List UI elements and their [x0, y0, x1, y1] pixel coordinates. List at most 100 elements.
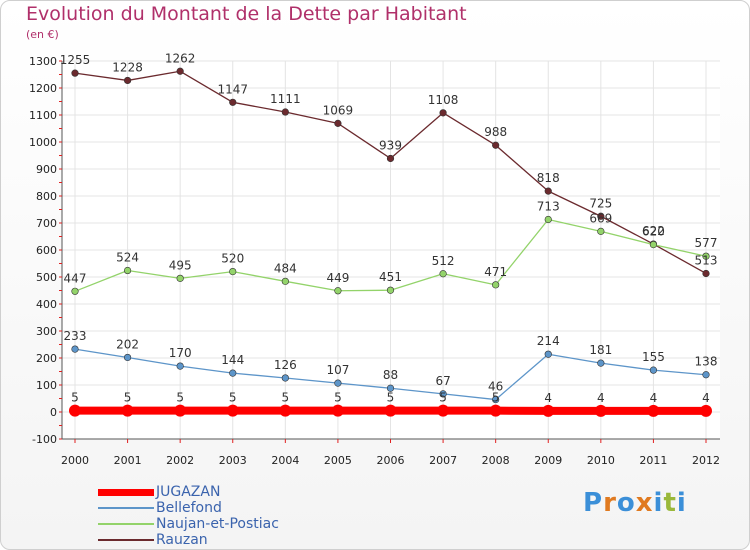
data-label: 620	[642, 225, 665, 239]
y-tick-label: 1000	[29, 136, 57, 149]
x-tick-label: 2009	[534, 454, 562, 467]
data-labels: 1255 1228 1262 1147 1111 1069 939 1108 988 818 725…	[60, 51, 718, 405]
data-point	[123, 76, 132, 85]
brand-letter: r	[603, 488, 617, 518]
data-label: 5	[124, 391, 132, 405]
legend-item: Rauzan	[98, 532, 279, 548]
data-label: 471	[484, 265, 507, 279]
data-point	[386, 286, 395, 294]
data-label: 144	[221, 353, 244, 367]
legend-item: Bellefond	[98, 500, 279, 516]
x-tick-label: 2002	[166, 454, 194, 467]
legend-swatch	[98, 507, 154, 509]
x-tick-label: 2011	[639, 454, 667, 467]
data-point	[544, 187, 552, 195]
data-label: 1111	[270, 92, 301, 106]
series-lines	[69, 67, 712, 417]
data-label: 939	[379, 138, 402, 152]
data-label: 484	[274, 261, 297, 275]
data-point	[334, 379, 342, 387]
legend-swatch	[98, 488, 154, 496]
legend-swatch	[98, 539, 154, 541]
data-label: 1108	[428, 93, 459, 107]
data-point	[492, 395, 500, 404]
data-label: 5	[229, 391, 237, 405]
data-point	[281, 277, 289, 285]
data-label: 513	[695, 253, 718, 267]
data-label: 46	[488, 380, 503, 394]
data-point	[492, 281, 500, 289]
data-point	[386, 384, 395, 392]
data-label: 451	[379, 270, 402, 284]
data-point	[176, 67, 184, 75]
axes: -100 0 100 200 300 400 500 600 700 800 900 1000 1100…	[29, 55, 720, 467]
data-label: 5	[334, 391, 342, 405]
data-label: 988	[484, 125, 507, 139]
data-point	[69, 404, 81, 417]
data-label: 4	[544, 391, 552, 405]
data-label: 669	[589, 211, 612, 225]
data-point	[174, 404, 187, 417]
data-point	[71, 345, 79, 353]
data-point	[544, 350, 552, 358]
y-tick-label: 100	[36, 379, 57, 392]
data-point	[489, 404, 502, 417]
legend: JUGAZAN Bellefond Naujan-et-Postiac Rauzan	[98, 484, 279, 548]
data-label: 1147	[217, 82, 248, 96]
data-label: 1262	[165, 51, 196, 65]
data-point	[281, 374, 289, 382]
legend-label: Rauzan	[156, 532, 208, 548]
data-point	[597, 227, 605, 235]
data-label: 1228	[112, 60, 143, 74]
data-label: 5	[439, 391, 447, 405]
legend-label: Naujan-et-Postiac	[156, 516, 279, 532]
data-label: 5	[176, 391, 184, 405]
data-label: 181	[589, 343, 612, 357]
data-point	[702, 252, 710, 260]
brand-letter: x	[635, 488, 654, 518]
data-label: 524	[116, 251, 139, 265]
data-point	[492, 141, 500, 149]
data-label: 818	[537, 171, 560, 185]
legend-item: JUGAZAN	[98, 484, 279, 500]
data-label: 4	[650, 391, 658, 405]
y-tick-label: 400	[36, 298, 57, 311]
data-point	[281, 108, 289, 116]
legend-swatch	[98, 523, 154, 525]
data-label: 5	[492, 391, 500, 405]
y-tick-label: 1100	[29, 109, 57, 122]
data-label: 4	[597, 391, 605, 405]
data-point	[597, 212, 605, 220]
data-point	[649, 366, 658, 374]
brand-letter: t	[663, 488, 677, 518]
data-label: 170	[169, 346, 192, 360]
data-point	[594, 404, 607, 417]
data-point	[544, 215, 552, 224]
y-tick-label: 900	[36, 163, 57, 176]
data-point	[439, 390, 447, 398]
y-tick-label: 300	[36, 325, 57, 338]
data-label: 202	[116, 337, 139, 351]
data-label: 447	[64, 271, 87, 285]
data-label: 495	[169, 258, 192, 272]
x-tick-label: 2000	[61, 454, 89, 467]
x-tick-label: 2006	[377, 454, 405, 467]
data-label: 107	[326, 363, 349, 377]
data-label: 233	[64, 329, 87, 343]
x-tick-label: 2005	[324, 454, 352, 467]
data-label: 4	[702, 391, 710, 405]
data-point	[176, 274, 184, 282]
data-point	[439, 270, 447, 278]
data-point	[702, 269, 710, 278]
y-tick-label: 600	[36, 244, 57, 257]
data-label: 138	[695, 355, 718, 369]
data-label: 5	[71, 391, 79, 405]
data-point	[123, 353, 132, 362]
data-label: 155	[642, 350, 665, 364]
data-point	[334, 287, 342, 295]
data-label: 512	[432, 254, 455, 268]
data-point	[229, 369, 237, 377]
data-point	[649, 241, 658, 249]
data-point	[229, 98, 237, 106]
